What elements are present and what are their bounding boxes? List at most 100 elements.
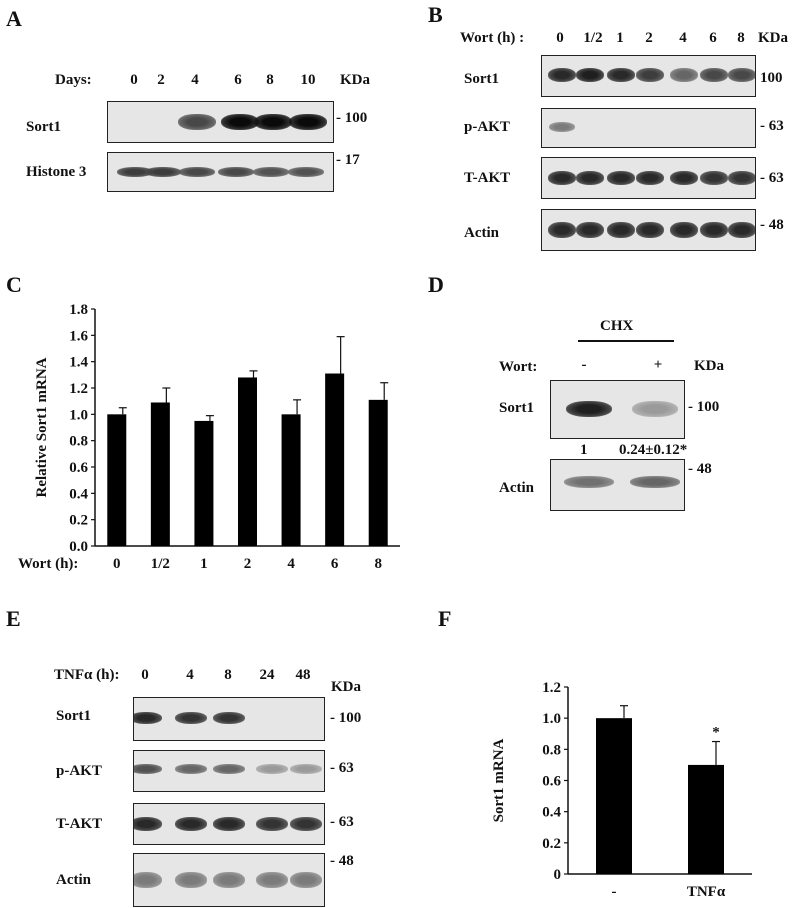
blot-band	[218, 167, 254, 177]
blot-band	[256, 817, 288, 831]
y-tick-label: 0.8	[69, 434, 88, 450]
panel-b-lane-label: 1	[616, 30, 624, 46]
y-tick-label: 0.2	[69, 513, 88, 529]
blot-band	[576, 171, 604, 185]
panel-b-kda-marker: - 48	[760, 217, 784, 233]
blot-band	[630, 476, 680, 488]
panel-d-lane-label: -	[581, 357, 587, 373]
blot-band	[636, 68, 664, 82]
panel-a-kda-marker: - 100	[336, 110, 368, 126]
blot-band	[576, 68, 604, 82]
blot-band	[728, 68, 755, 82]
panel-a-row-label: Histone 3	[26, 164, 87, 180]
panel-a-header-label: Days:	[55, 72, 92, 88]
significance-marker: *	[712, 725, 720, 741]
panel-d-row-label: Actin	[499, 480, 534, 496]
blot-band	[636, 171, 664, 185]
bar	[688, 764, 724, 874]
blot-band	[636, 222, 664, 238]
bar	[368, 399, 388, 546]
blot-band	[548, 171, 576, 185]
panel-e-lane-label: 48	[295, 667, 311, 683]
bar	[596, 718, 632, 874]
panel-d-lane-label: +	[653, 357, 663, 373]
panel-e-blot-actin	[133, 853, 325, 907]
panel-e-row-label: p-AKT	[56, 763, 102, 779]
blot-band	[549, 122, 575, 132]
panel-label-c: C	[6, 272, 22, 297]
blot-band	[607, 171, 635, 185]
panel-b-lane-label: 8	[737, 30, 745, 46]
panel-e-kda-marker: - 63	[330, 760, 354, 776]
x-tick-label: 1	[200, 556, 208, 572]
panel-e-row-label: Actin	[56, 872, 91, 888]
panel-e-kda-marker: - 48	[330, 853, 354, 869]
panel-b-header-label: Wort (h) :	[460, 30, 525, 46]
panel-a-kda-marker: - 17	[336, 152, 360, 168]
blot-band	[700, 222, 728, 238]
blot-band	[254, 114, 292, 130]
panel-e-blot-takt	[133, 803, 325, 845]
y-axis-label: Sort1 mRNA	[491, 738, 507, 822]
blot-band	[134, 712, 162, 724]
y-tick-label: 1.2	[69, 381, 88, 397]
panel-d-header-label: Wort:	[499, 359, 538, 375]
x-tick-label: 1/2	[151, 556, 170, 572]
panel-e-lane-label: 24	[259, 667, 275, 683]
panel-b-row-label: Sort1	[464, 71, 499, 87]
panel-label-b: B	[428, 2, 443, 27]
bar	[325, 373, 345, 546]
panel-d-row-label: Sort1	[499, 400, 534, 416]
y-tick-label: 0.4	[69, 486, 88, 502]
panel-b-kda-marker: - 63	[760, 170, 784, 186]
panel-b-row-label: p-AKT	[464, 119, 510, 135]
blot-band	[145, 167, 181, 177]
panel-e-kda-label: KDa	[331, 679, 361, 695]
panel-d-treatment-label: CHX	[600, 318, 634, 334]
y-tick-label: 0.8	[542, 742, 561, 758]
y-tick-label: 1.2	[542, 680, 561, 696]
x-tick-label: 8	[374, 556, 382, 572]
y-tick-label: 1.6	[69, 328, 88, 344]
panel-e-lane-label: 4	[186, 667, 194, 683]
panel-d-kda-label: KDa	[694, 358, 724, 374]
blot-band	[213, 764, 245, 774]
blot-band	[175, 872, 207, 888]
blot-band	[289, 114, 327, 130]
panel-e-header-label: TNFα (h):	[54, 667, 120, 683]
blot-band	[221, 114, 259, 130]
blot-band	[607, 68, 635, 82]
blot-band	[179, 167, 215, 177]
panel-a-lane-label: 8	[266, 72, 274, 88]
panel-e-lane-label: 8	[224, 667, 232, 683]
blot-band	[670, 68, 698, 82]
blot-band	[700, 171, 728, 185]
panel-d-treatment-line	[578, 340, 674, 342]
bar	[107, 414, 127, 546]
panel-d-kda-marker: - 100	[688, 399, 720, 415]
panel-a-lane-label: 0	[130, 72, 138, 88]
panel-b-lane-label: 2	[645, 30, 653, 46]
y-tick-label: 0.6	[69, 460, 88, 476]
x-tick-label: TNFα	[687, 884, 726, 900]
blot-band	[576, 222, 604, 238]
panel-a-kda-label: KDa	[340, 72, 370, 88]
y-tick-label: 1.8	[69, 302, 88, 318]
panel-a-lane-label: 4	[191, 72, 199, 88]
y-tick-label: 0.0	[69, 539, 88, 555]
y-tick-label: 1.0	[542, 711, 561, 727]
y-tick-label: 0.2	[542, 836, 561, 852]
blot-band	[213, 872, 245, 888]
x-tick-label: -	[612, 884, 617, 900]
panel-d-blot-actin	[550, 459, 685, 511]
panel-e-row-label: Sort1	[56, 708, 91, 724]
panel-b-kda-label: KDa	[758, 30, 788, 46]
panel-a-blot-histone3	[107, 152, 334, 192]
blot-band	[548, 222, 576, 238]
blot-band	[253, 167, 289, 177]
blot-band	[134, 764, 162, 774]
blot-band	[290, 872, 322, 888]
panel-b-blot-sort1	[541, 55, 756, 97]
